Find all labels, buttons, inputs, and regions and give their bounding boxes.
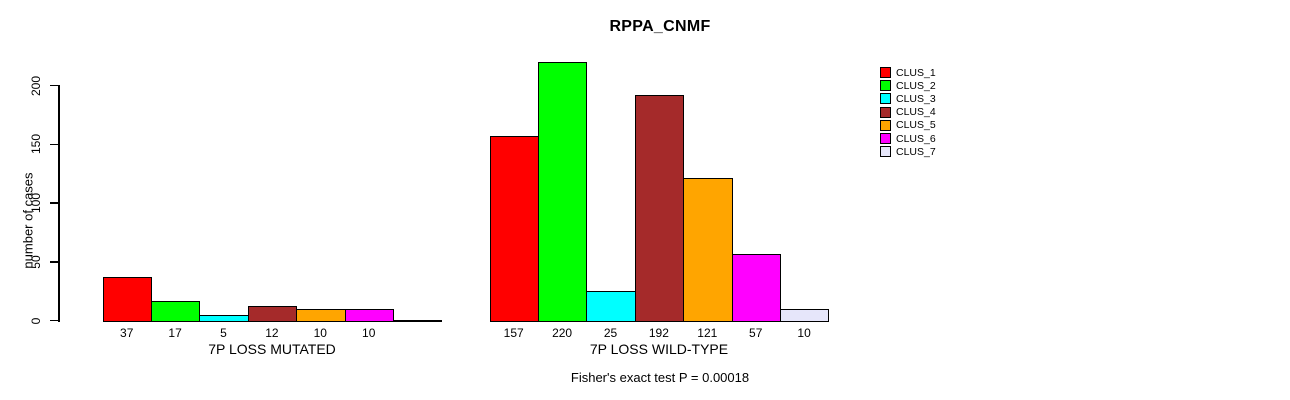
bar-clus_6-mutated [344, 308, 395, 322]
legend-label: CLUS_2 [896, 79, 936, 92]
legend-swatch-clus_6 [880, 133, 891, 145]
y-tick-mark [50, 319, 58, 322]
bar-value-label: 10 [797, 326, 811, 340]
x-axis-label-mutated: 7P LOSS MUTATED [208, 341, 336, 357]
bar-clus_2-wild-type [537, 62, 588, 322]
legend-item-clus_6: CLUS_6 [880, 132, 936, 145]
legend-swatch-clus_5 [880, 119, 891, 131]
bar-value-label: 17 [168, 326, 182, 340]
bar-clus_6-wild-type [731, 253, 782, 322]
y-axis-line [58, 85, 60, 322]
legend-item-clus_4: CLUS_4 [880, 106, 936, 119]
legend-item-clus_3: CLUS_3 [880, 92, 936, 105]
legend-label: CLUS_5 [896, 119, 936, 132]
bar-value-label: 25 [603, 326, 618, 340]
bar-clus_3-mutated [199, 314, 249, 322]
bar-value-label: 37 [120, 326, 134, 340]
bar-value-label: 121 [697, 326, 718, 340]
legend-swatch-clus_3 [880, 93, 891, 105]
bar-clus_1-mutated [102, 277, 153, 322]
bar-value-label: 10 [313, 326, 327, 340]
y-tick-mark [50, 143, 58, 145]
bar-clus_7-wild-type [779, 308, 830, 322]
y-tick-label: 50 [29, 255, 43, 269]
legend-label: CLUS_7 [896, 145, 936, 158]
bar-clus_5-wild-type [683, 178, 733, 322]
legend-item-clus_1: CLUS_1 [880, 66, 936, 79]
legend-item-clus_5: CLUS_5 [880, 119, 936, 132]
bar-value-label: 220 [552, 326, 573, 340]
y-tick-mark [50, 261, 58, 263]
legend-swatch-clus_2 [880, 80, 891, 92]
chart-title: RPPA_CNMF [609, 18, 711, 35]
legend-label: CLUS_4 [896, 106, 936, 119]
y-tick-mark [50, 202, 58, 204]
y-tick-mark [50, 84, 58, 87]
legend-item-clus_2: CLUS_2 [880, 79, 936, 92]
bar-value-label: 157 [503, 326, 524, 340]
legend-swatch-clus_1 [880, 67, 891, 79]
bar-value-label: 12 [265, 326, 279, 340]
bar-clus_5-mutated [296, 308, 346, 322]
y-tick-label: 200 [29, 75, 43, 96]
bar-clus_1-wild-type [489, 136, 540, 322]
legend-label: CLUS_6 [896, 132, 936, 145]
legend-label: CLUS_1 [896, 66, 936, 79]
bar-clus_4-wild-type [634, 94, 685, 322]
x-axis-label-wild-type: 7P LOSS WILD-TYPE [589, 341, 729, 357]
y-tick-label: 0 [29, 317, 43, 324]
bar-clus_3-wild-type [586, 291, 636, 322]
bar-value-label: 192 [648, 326, 669, 340]
y-tick-label: 100 [29, 192, 43, 214]
legend: CLUS_1 CLUS_2 CLUS_3 CLUS_4 CLUS_5 CLUS_6 CLUS… [880, 66, 936, 158]
legend-swatch-clus_7 [880, 146, 891, 158]
y-tick-label: 150 [29, 134, 43, 155]
legend-item-clus_7: CLUS_7 [880, 145, 936, 158]
legend-label: CLUS_3 [896, 92, 936, 105]
bar-value-label: 10 [362, 326, 376, 340]
bar-clus_4-mutated [247, 306, 298, 322]
bar-value-label: 57 [749, 326, 763, 340]
fisher-test-annotation: Fisher's exact test P = 0.00018 [570, 370, 750, 385]
bar-clus_2-mutated [150, 300, 201, 322]
legend-swatch-clus_4 [880, 106, 891, 118]
bar-value-label: 5 [220, 326, 227, 340]
